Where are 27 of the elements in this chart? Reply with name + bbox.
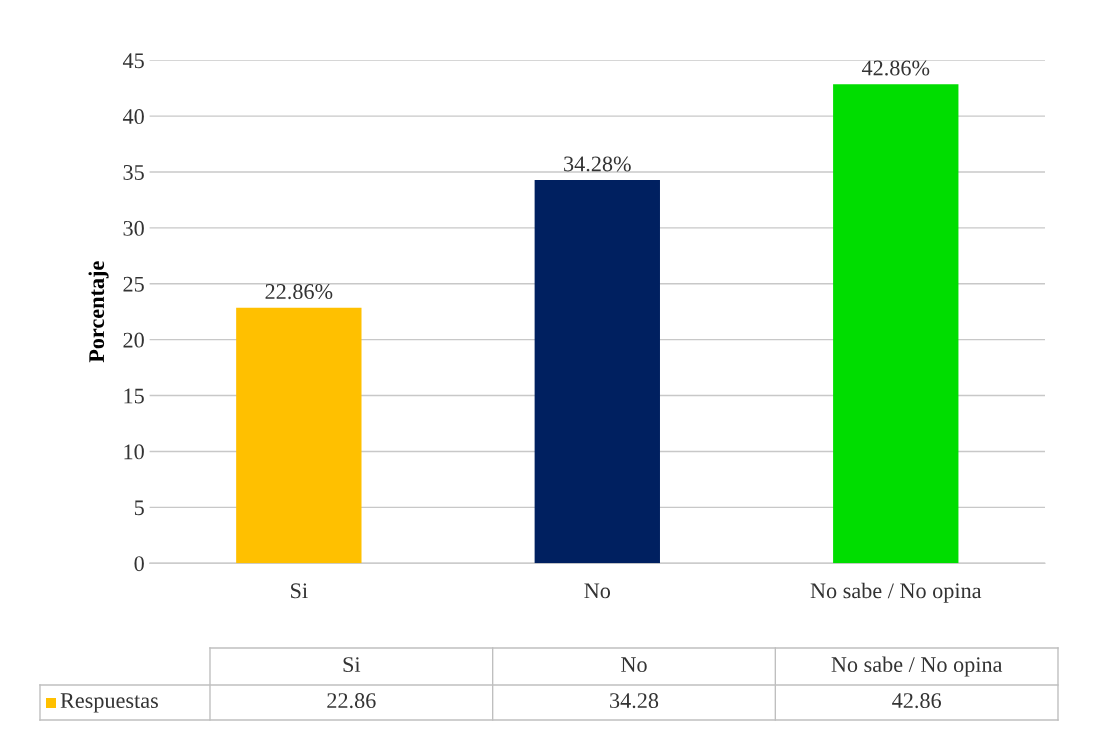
- x-tick-label: No sabe / No opina: [810, 582, 982, 603]
- y-tick-label: 5: [134, 500, 144, 516]
- bar: [833, 84, 959, 564]
- bar: [534, 180, 660, 564]
- y-tick-label: 45: [122, 53, 144, 69]
- y-tick-label: 10: [124, 444, 144, 460]
- data-label: 34.28: [610, 693, 659, 709]
- y-tick-label: 0: [134, 556, 144, 572]
- y-tick-label: 30: [123, 220, 144, 236]
- y-tick-label: 40: [122, 109, 144, 125]
- y-tick-label: 20: [123, 332, 144, 348]
- legend-label: Respuestas: [60, 693, 158, 713]
- annotation: 34.28%: [564, 156, 631, 172]
- data-label: 42.86: [892, 693, 941, 709]
- y-tick-label: 15: [124, 388, 144, 404]
- category-label: No: [621, 657, 647, 673]
- annotation: 22.86%: [265, 284, 333, 300]
- category-label: Si: [343, 657, 361, 673]
- category-label: No sabe / No opina: [831, 656, 1003, 677]
- x-tick-label: Si: [291, 583, 308, 599]
- y-tick-label: 25: [123, 276, 144, 292]
- y-tick-label: 35: [123, 165, 144, 180]
- y-axis-title: Porcentaje: [88, 261, 109, 363]
- bar: [236, 307, 362, 564]
- annotation: 42.86%: [861, 60, 930, 76]
- data-label: 22.86: [327, 693, 376, 709]
- x-tick-label: No: [584, 583, 611, 599]
